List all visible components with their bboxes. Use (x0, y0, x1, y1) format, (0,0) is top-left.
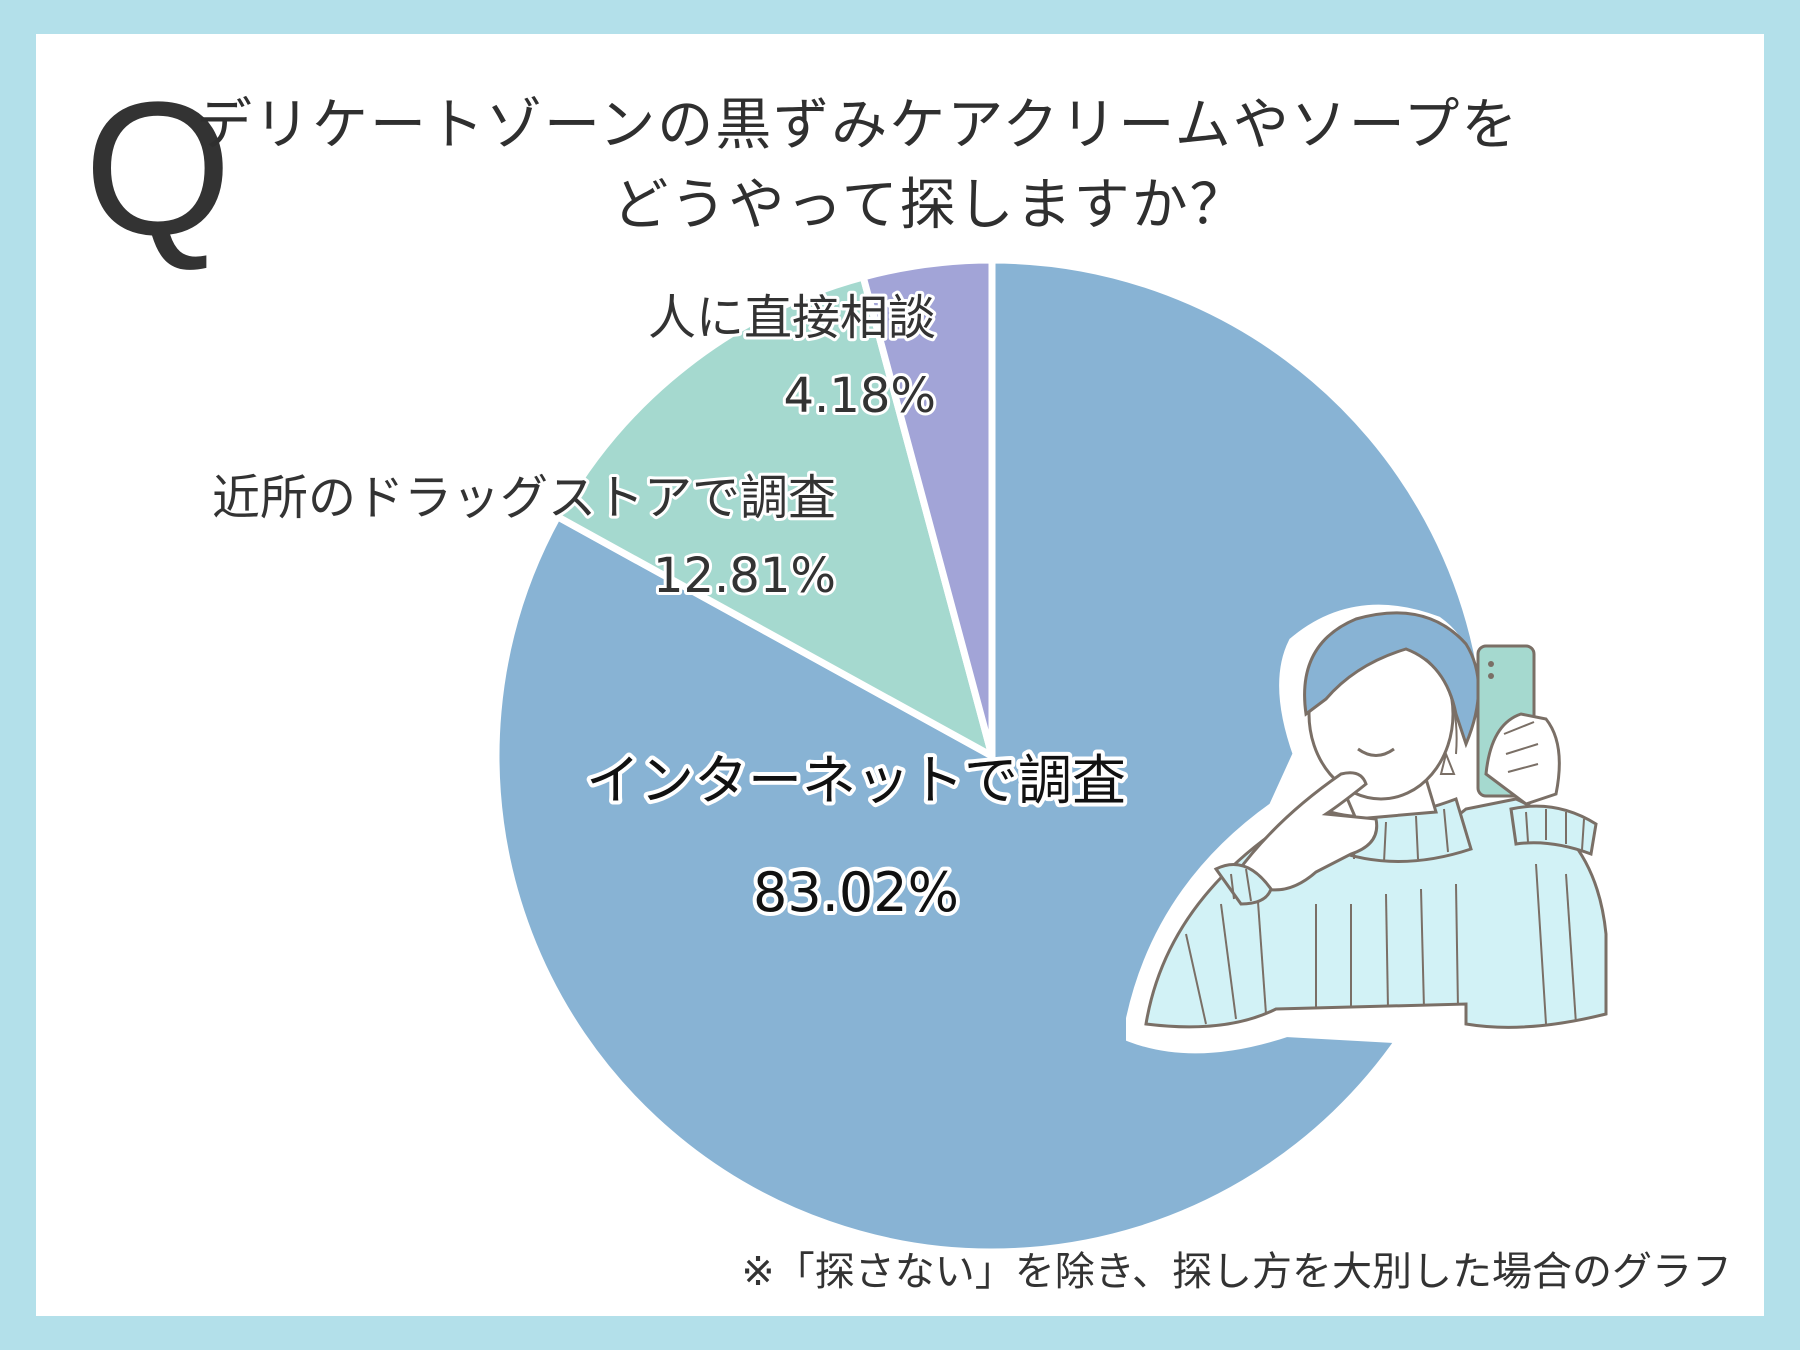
pie-slice-label: 人に直接相談 (648, 290, 936, 346)
pie-slice (554, 273, 996, 760)
pie-slice-value-label: 12.81% (653, 548, 836, 604)
footnote: ※「探さない」を除き、探し方を大別した場合のグラフ (741, 1249, 1732, 1295)
pie-slice-label: インターネットで調査 (586, 749, 1126, 812)
chart-title-line-1: デリケートゾーンの黒ずみケアクリームやソープを (196, 93, 1520, 158)
pie-slice-label: 近所のドラッグストアで調査 (212, 470, 836, 526)
pie-slice-value-label: 83.02% (753, 861, 959, 924)
chart-card: Q デリケートゾーンの黒ずみケアクリームやソープを どうやって探しますか？ イン… (36, 34, 1764, 1316)
pie-slice (859, 256, 996, 760)
woman-holding-smartphone-icon (1126, 604, 1629, 1056)
question-mark-q: Q (84, 63, 232, 275)
pie-slice-value-label: 4.18% (784, 368, 936, 424)
chart-title-line-2: どうやって探しますか？ (612, 173, 1248, 238)
